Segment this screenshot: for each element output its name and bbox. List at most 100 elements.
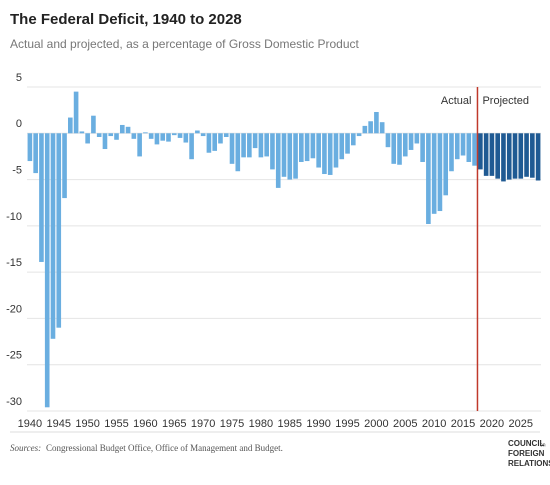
x-tick-label: 1950 (75, 418, 99, 430)
bar (195, 130, 200, 134)
bar (177, 133, 183, 138)
bar (501, 133, 506, 182)
x-tick-label: 2010 (422, 418, 446, 430)
bar (535, 133, 541, 181)
bar (483, 133, 489, 176)
y-tick-label: -5 (12, 164, 22, 176)
bar (530, 133, 535, 178)
bar (506, 133, 512, 180)
bar (350, 133, 356, 146)
bar (495, 133, 500, 179)
bar (449, 133, 454, 172)
bar (414, 133, 420, 144)
chart-subtitle: Actual and projected, as a percentage of… (10, 37, 360, 51)
bar (293, 133, 298, 179)
bar (247, 133, 252, 158)
x-tick-label: 1995 (335, 418, 359, 430)
y-tick-label: -10 (6, 211, 22, 223)
bar (148, 133, 154, 139)
logo-text: RELATIONS (508, 459, 550, 468)
bar (137, 133, 142, 157)
y-tick-label: -30 (6, 396, 22, 408)
bar (460, 133, 466, 156)
bar (33, 133, 38, 174)
bar (368, 121, 373, 134)
x-tick-label: 2020 (480, 418, 504, 430)
bar (200, 133, 206, 137)
bar (287, 133, 293, 180)
bar (102, 133, 108, 150)
bar (160, 133, 166, 141)
bar (39, 133, 44, 262)
source-text: Congressional Budget Office, Office of M… (46, 443, 283, 453)
bar (402, 133, 408, 157)
bar (454, 133, 460, 160)
logo-text: COUNCIL (508, 439, 545, 448)
bar (333, 133, 339, 168)
annotation: Actual (441, 95, 472, 107)
x-tick-label: 1955 (104, 418, 128, 430)
bar (524, 133, 529, 177)
bar (235, 133, 241, 172)
bar (68, 117, 73, 134)
bar (466, 133, 472, 162)
bar (379, 122, 385, 134)
bar (166, 133, 171, 142)
bar (518, 133, 524, 179)
annotation: Projected (482, 95, 528, 107)
bar (108, 133, 114, 137)
bar (131, 133, 137, 139)
bar (171, 133, 177, 136)
bar (189, 133, 194, 160)
bar (391, 133, 397, 164)
bar (281, 133, 287, 177)
bar (212, 133, 218, 151)
bar (56, 133, 62, 328)
bar (206, 133, 212, 153)
bar (44, 133, 50, 408)
bar (258, 133, 264, 158)
y-tick-label: 0 (16, 118, 22, 130)
bar (356, 133, 362, 137)
bar (345, 133, 350, 154)
bar (270, 133, 275, 170)
x-tick-label: 1940 (18, 418, 42, 430)
bar (426, 133, 431, 225)
bar (310, 133, 316, 159)
bar (73, 91, 79, 134)
bar (223, 133, 229, 137)
bar (96, 133, 102, 137)
bar (362, 125, 368, 134)
x-tick-label: 1965 (162, 418, 186, 430)
bar (327, 133, 333, 175)
bar (85, 133, 90, 144)
bar (472, 133, 477, 166)
bar (431, 133, 437, 214)
bar (79, 131, 85, 134)
bar (420, 133, 425, 162)
bar (252, 133, 258, 149)
x-tick-label: 1990 (306, 418, 330, 430)
bar (125, 126, 131, 134)
bar (62, 133, 67, 199)
y-tick-label: -20 (6, 303, 22, 315)
x-tick-label: 1960 (133, 418, 157, 430)
source-label: Sources: (10, 443, 41, 453)
bar (408, 133, 414, 150)
bar (218, 133, 223, 144)
bar (91, 115, 96, 134)
logo-text: FOREIGN (508, 449, 545, 458)
bar (27, 133, 33, 162)
bar (397, 133, 402, 165)
bar (241, 133, 246, 158)
bar (512, 133, 518, 179)
x-tick-label: 1970 (191, 418, 215, 430)
bar (119, 124, 125, 134)
bar (229, 133, 235, 164)
bar (385, 133, 391, 148)
bar (304, 133, 310, 162)
bar (154, 133, 160, 145)
x-tick-label: 2025 (509, 418, 533, 430)
bar (299, 133, 304, 162)
bar (264, 133, 269, 157)
